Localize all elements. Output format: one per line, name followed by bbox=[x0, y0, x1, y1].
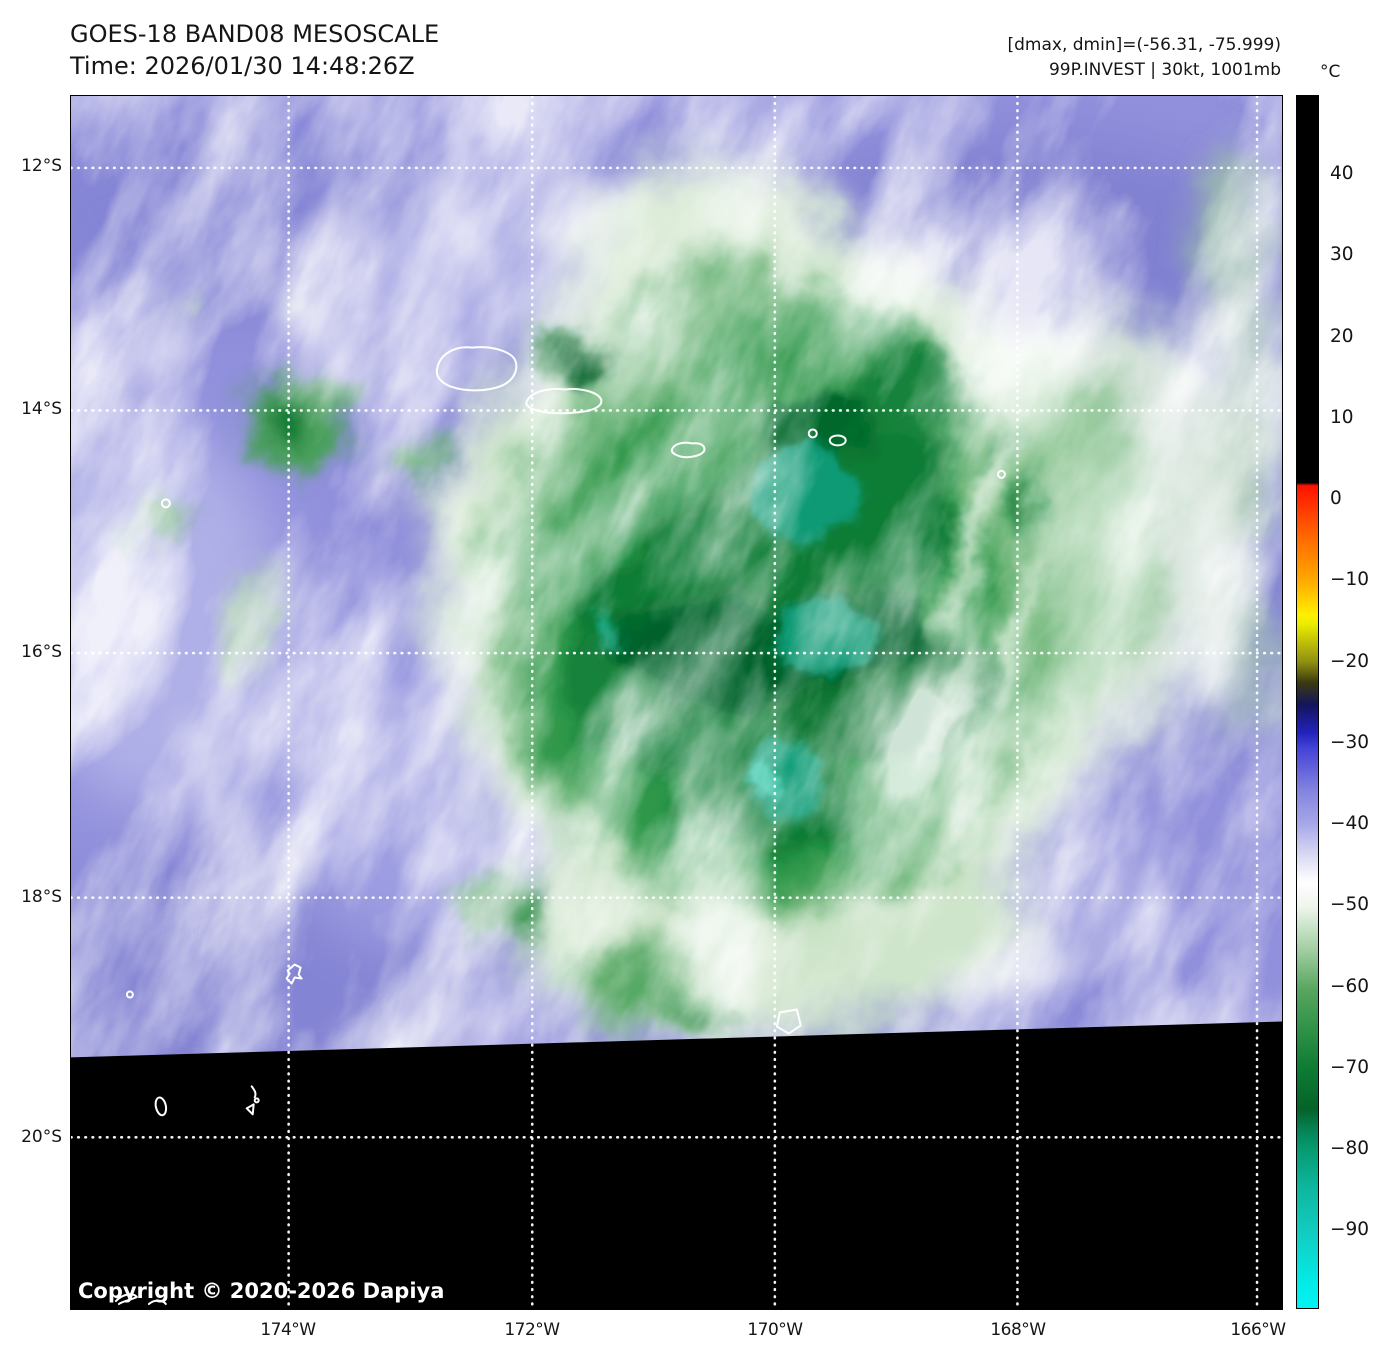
lat-tick-16s: 16°S bbox=[21, 642, 62, 662]
cb-tick-m30: −30 bbox=[1330, 732, 1370, 753]
lat-tick-20s: 20°S bbox=[21, 1127, 62, 1147]
storm-info: 99P.INVEST | 30kt, 1001mb bbox=[1048, 60, 1281, 80]
page-title: GOES-18 BAND08 MESOSCALE bbox=[70, 20, 440, 48]
lat-tick-14s: 14°S bbox=[21, 399, 62, 419]
cb-tick-m60: −60 bbox=[1330, 976, 1370, 997]
colorbar-unit-label: °C bbox=[1320, 62, 1341, 82]
range-info: [dmax, dmin]=(-56.31, -75.999) bbox=[1007, 35, 1282, 55]
satellite-map bbox=[70, 95, 1283, 1310]
coastlines bbox=[114, 346, 1006, 1306]
graticule bbox=[71, 96, 1282, 1309]
lon-tick-172w: 172°W bbox=[504, 1320, 560, 1340]
moisture-wisps bbox=[71, 96, 1282, 1309]
lon-tick-168w: 168°W bbox=[990, 1320, 1046, 1340]
cb-tick-m40: −40 bbox=[1330, 813, 1370, 834]
cb-tick-m10: −10 bbox=[1330, 569, 1370, 590]
cb-tick-10: 10 bbox=[1330, 407, 1354, 428]
lon-tick-166w: 166°W bbox=[1230, 1320, 1286, 1340]
white-streaks bbox=[127, 160, 1084, 1054]
no-data-region bbox=[71, 1021, 1282, 1309]
lon-tick-170w: 170°W bbox=[747, 1320, 803, 1340]
cb-tick-m20: −20 bbox=[1330, 651, 1370, 672]
cb-tick-20: 20 bbox=[1330, 326, 1354, 347]
cb-tick-m90: −90 bbox=[1330, 1219, 1370, 1240]
cb-tick-m80: −80 bbox=[1330, 1138, 1370, 1159]
lon-tick-174w: 174°W bbox=[260, 1320, 316, 1340]
header-right: [dmax, dmin]=(-56.31, -75.999) 99P.INVES… bbox=[1008, 33, 1282, 83]
satellite-imagery bbox=[71, 96, 1282, 1309]
timestamp: Time: 2026/01/30 14:48:26Z bbox=[70, 52, 415, 80]
colorbar bbox=[1296, 95, 1319, 1309]
lat-tick-18s: 18°S bbox=[21, 887, 62, 907]
cb-tick-0: 0 bbox=[1330, 488, 1342, 509]
cb-tick-m70: −70 bbox=[1330, 1057, 1370, 1078]
copyright-text: Copyright © 2020-2026 Dapiya bbox=[78, 1279, 445, 1303]
lat-tick-12s: 12°S bbox=[21, 156, 62, 176]
cb-tick-m50: −50 bbox=[1330, 894, 1370, 915]
cb-tick-40: 40 bbox=[1330, 163, 1354, 184]
cb-tick-30: 30 bbox=[1330, 244, 1354, 265]
